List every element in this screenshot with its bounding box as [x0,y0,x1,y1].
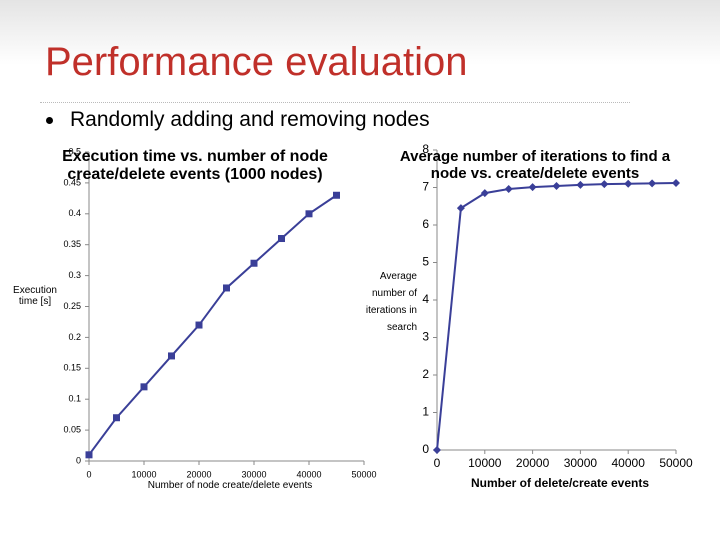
point [278,235,285,243]
point [195,321,203,329]
point [648,179,657,188]
bullet-dot [46,117,53,124]
y-tick-label: 0.05 [63,424,81,434]
bullet-text: Randomly adding and removing nodes [70,108,430,131]
point [140,383,148,391]
point [672,179,680,187]
y-tick-label: 0.35 [63,239,81,249]
point [168,352,175,360]
point [456,204,465,213]
point [305,210,313,218]
x-tick-label: 0 [434,456,441,470]
x-tick-label: 20000 [516,456,550,470]
x-tick-label: 50000 [351,469,376,479]
series-line [436,182,677,451]
point [504,185,513,193]
x-tick-label: 40000 [296,469,321,479]
y-tick-label: 0.5 [68,146,81,156]
x-tick-label: 10000 [468,456,502,470]
chart-title: Average number of iterations to find a n… [399,148,671,182]
point [480,189,489,198]
point [113,414,120,422]
x-axis-label: Number of node create/delete events [147,480,313,491]
y-tick-label: 2 [422,367,429,381]
y-tick-label: 0.1 [68,394,81,404]
point [433,446,441,454]
y-tick-label: 3 [422,330,429,344]
point [576,180,585,189]
x-tick-label: 50000 [659,456,693,470]
x-tick-label: 40000 [612,456,646,470]
separator [40,102,630,103]
point [333,191,340,199]
y-tick-label: 0 [76,455,81,465]
x-tick-label: 30000 [564,456,598,470]
y-tick-label: 0.25 [63,301,81,311]
series-line [88,194,338,456]
point [600,180,609,189]
y-tick-label: 0.15 [63,363,81,373]
point [85,451,93,459]
y-axis-label: Average number of iterations in search [365,271,417,333]
y-tick-label: 8 [422,142,429,156]
x-axis-label: Number of delete/create events [470,476,650,490]
x-tick-label: 20000 [186,469,211,479]
x-tick-label: 10000 [131,469,156,479]
point [552,182,561,190]
x-tick-label: 30000 [241,469,266,479]
chart-title: Execution time vs. number of node create… [62,148,328,183]
y-tick-label: 0.2 [68,332,81,342]
y-tick-label: 6 [422,217,429,231]
point [250,259,258,267]
y-tick-label: 7 [422,180,429,194]
point [223,284,230,292]
x-tick-label: 0 [86,469,91,479]
y-tick-label: 4 [422,292,429,306]
y-tick-label: 5 [422,255,429,269]
y-tick-label: 0.45 [63,177,81,187]
y-tick-label: 1 [422,405,429,419]
y-axis-label: Execution time [s] [13,285,57,307]
point [624,179,633,188]
y-tick-label: 0.3 [68,270,81,280]
point [528,183,537,192]
slide-title: Performance evaluation [45,40,468,84]
y-tick-label: 0 [422,442,429,456]
y-tick-label: 0.4 [68,208,81,218]
